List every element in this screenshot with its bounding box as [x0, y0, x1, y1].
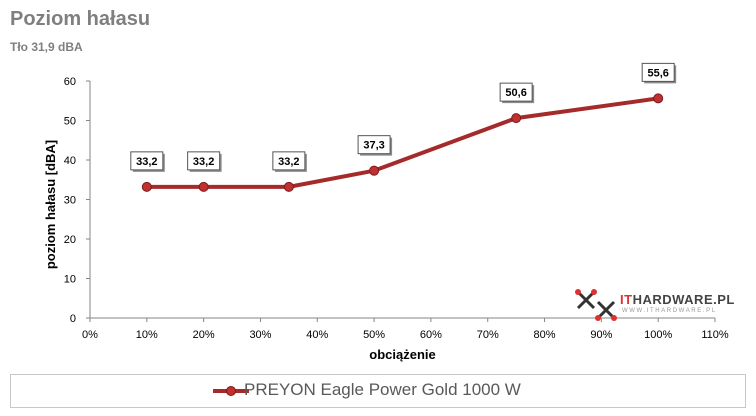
logo-icon: [575, 289, 617, 321]
y-tick-label: 40: [64, 155, 76, 167]
data-point: [141, 181, 152, 192]
legend-series-name: PREYON Eagle Power Gold 1000 W: [244, 380, 521, 399]
x-axis-ticks: 0% 10% 20% 30% 40% 50% 60% 70% 80% 90% 100% 110%: [82, 318, 729, 341]
y-axis-ticks: 0 10 20 30 40 50 60: [64, 76, 90, 325]
y-tick-label: 60: [64, 76, 76, 88]
data-label: 55,6: [647, 67, 668, 79]
data-point: [369, 165, 380, 176]
y-axis-label: poziom hałasu [dBA]: [43, 140, 58, 269]
ithardware-logo: [574, 288, 724, 322]
logo-text-rest: HARDWARE.PL: [632, 292, 735, 307]
logo-text: ITHARDWARE.PL: [620, 292, 735, 307]
x-tick-label: 70%: [477, 329, 499, 341]
noise-level-chart: 0 10 20 30 40 50 60 0% 10% 20% 30% 40% 50% 60% 70% 80%…: [43, 62, 729, 362]
data-point: [283, 181, 294, 192]
chart-subtitle: Tło 31,9 dBA: [10, 40, 83, 54]
data-label: 33,2: [193, 156, 214, 168]
data-label: 50,6: [505, 87, 526, 99]
chart-series: [141, 93, 664, 192]
data-label: 37,3: [363, 140, 384, 152]
data-point: [653, 93, 664, 104]
x-tick-label: 0%: [82, 329, 98, 341]
logo-text-it: IT: [620, 292, 633, 307]
y-tick-label: 0: [70, 313, 76, 325]
y-tick-label: 30: [64, 195, 76, 207]
data-label-box: [499, 82, 533, 102]
data-point: [511, 113, 522, 124]
data-label-box: [272, 151, 306, 171]
x-tick-label: 80%: [534, 329, 556, 341]
y-tick-label: 50: [64, 116, 76, 128]
data-label-box: [641, 62, 675, 82]
data-label-box: [357, 135, 391, 155]
x-tick-label: 110%: [701, 329, 729, 341]
data-labels: 33,2 33,2 33,2 37,3 50,6 55,6: [130, 62, 677, 172]
x-tick-label: 60%: [420, 329, 442, 341]
legend: [10, 374, 746, 408]
data-label-box: [187, 151, 221, 171]
data-point: [198, 181, 209, 192]
legend-marker: [213, 386, 249, 396]
x-axis-label: obciążenie: [369, 347, 435, 362]
data-label-box: [130, 151, 164, 171]
x-tick-label: 10%: [136, 329, 158, 341]
series-line: [146, 96, 659, 189]
y-tick-label: 10: [64, 274, 76, 286]
chart-title: Poziom hałasu: [10, 8, 151, 30]
chart-axes: [89, 81, 715, 319]
y-tick-label: 20: [64, 234, 76, 246]
x-tick-label: 90%: [590, 329, 612, 341]
x-tick-label: 30%: [249, 329, 271, 341]
data-label: 33,2: [136, 156, 157, 168]
x-tick-label: 20%: [193, 329, 215, 341]
x-tick-label: 40%: [306, 329, 328, 341]
x-tick-label: 50%: [363, 329, 385, 341]
logo-subtext: WWW.ITHARDWARE.PL: [622, 308, 717, 314]
x-tick-label: 100%: [644, 329, 672, 341]
data-label: 33,2: [278, 156, 299, 168]
